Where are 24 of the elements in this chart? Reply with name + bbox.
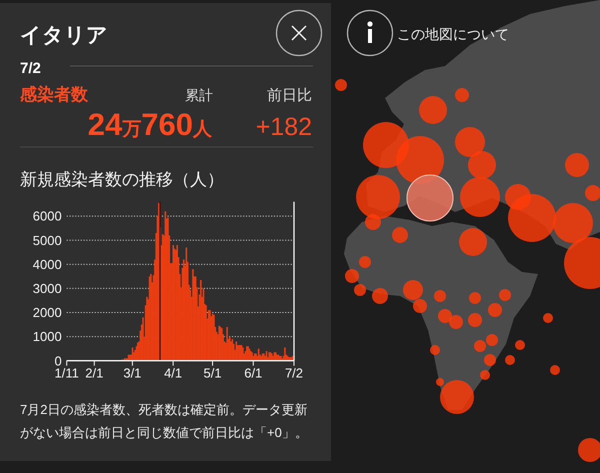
y-tick-label: 2000	[32, 305, 62, 320]
x-tick-label: 4/1	[164, 366, 182, 381]
text: 累計	[185, 87, 213, 103]
text: 感染者数	[19, 85, 89, 104]
x-tick-label: 1/11	[54, 366, 79, 381]
y-tick-label: 5000	[32, 232, 62, 248]
x-tick-label: 2/1	[85, 366, 104, 381]
y-tick-label: 0	[54, 353, 62, 368]
y-tick-label: 1000	[32, 329, 62, 344]
x-tick-label: 3/1	[123, 366, 142, 381]
text: 24万760人	[88, 107, 213, 142]
x-tick-label: 7/2	[284, 366, 304, 381]
chart-subtitle: 新規感染者数の推移（人）	[20, 170, 224, 189]
chart-title: イタリア	[20, 24, 108, 47]
x-tick-label: 6/1	[244, 366, 262, 381]
y-tick-label: 6000	[32, 208, 62, 224]
y-tick-label: 4000	[32, 256, 62, 272]
y-tick-label: 3000	[32, 280, 62, 296]
text: +182	[256, 113, 312, 141]
text: 7月2日の感染者数、死者数は確定前。データ更新がない場合は前日と同じ数値で前日比は「+0」。	[20, 402, 308, 440]
text: 7/2	[20, 60, 41, 77]
text: 前日比	[267, 87, 312, 104]
x-tick-label: 5/1	[204, 366, 222, 381]
text: この地図について	[397, 26, 509, 42]
